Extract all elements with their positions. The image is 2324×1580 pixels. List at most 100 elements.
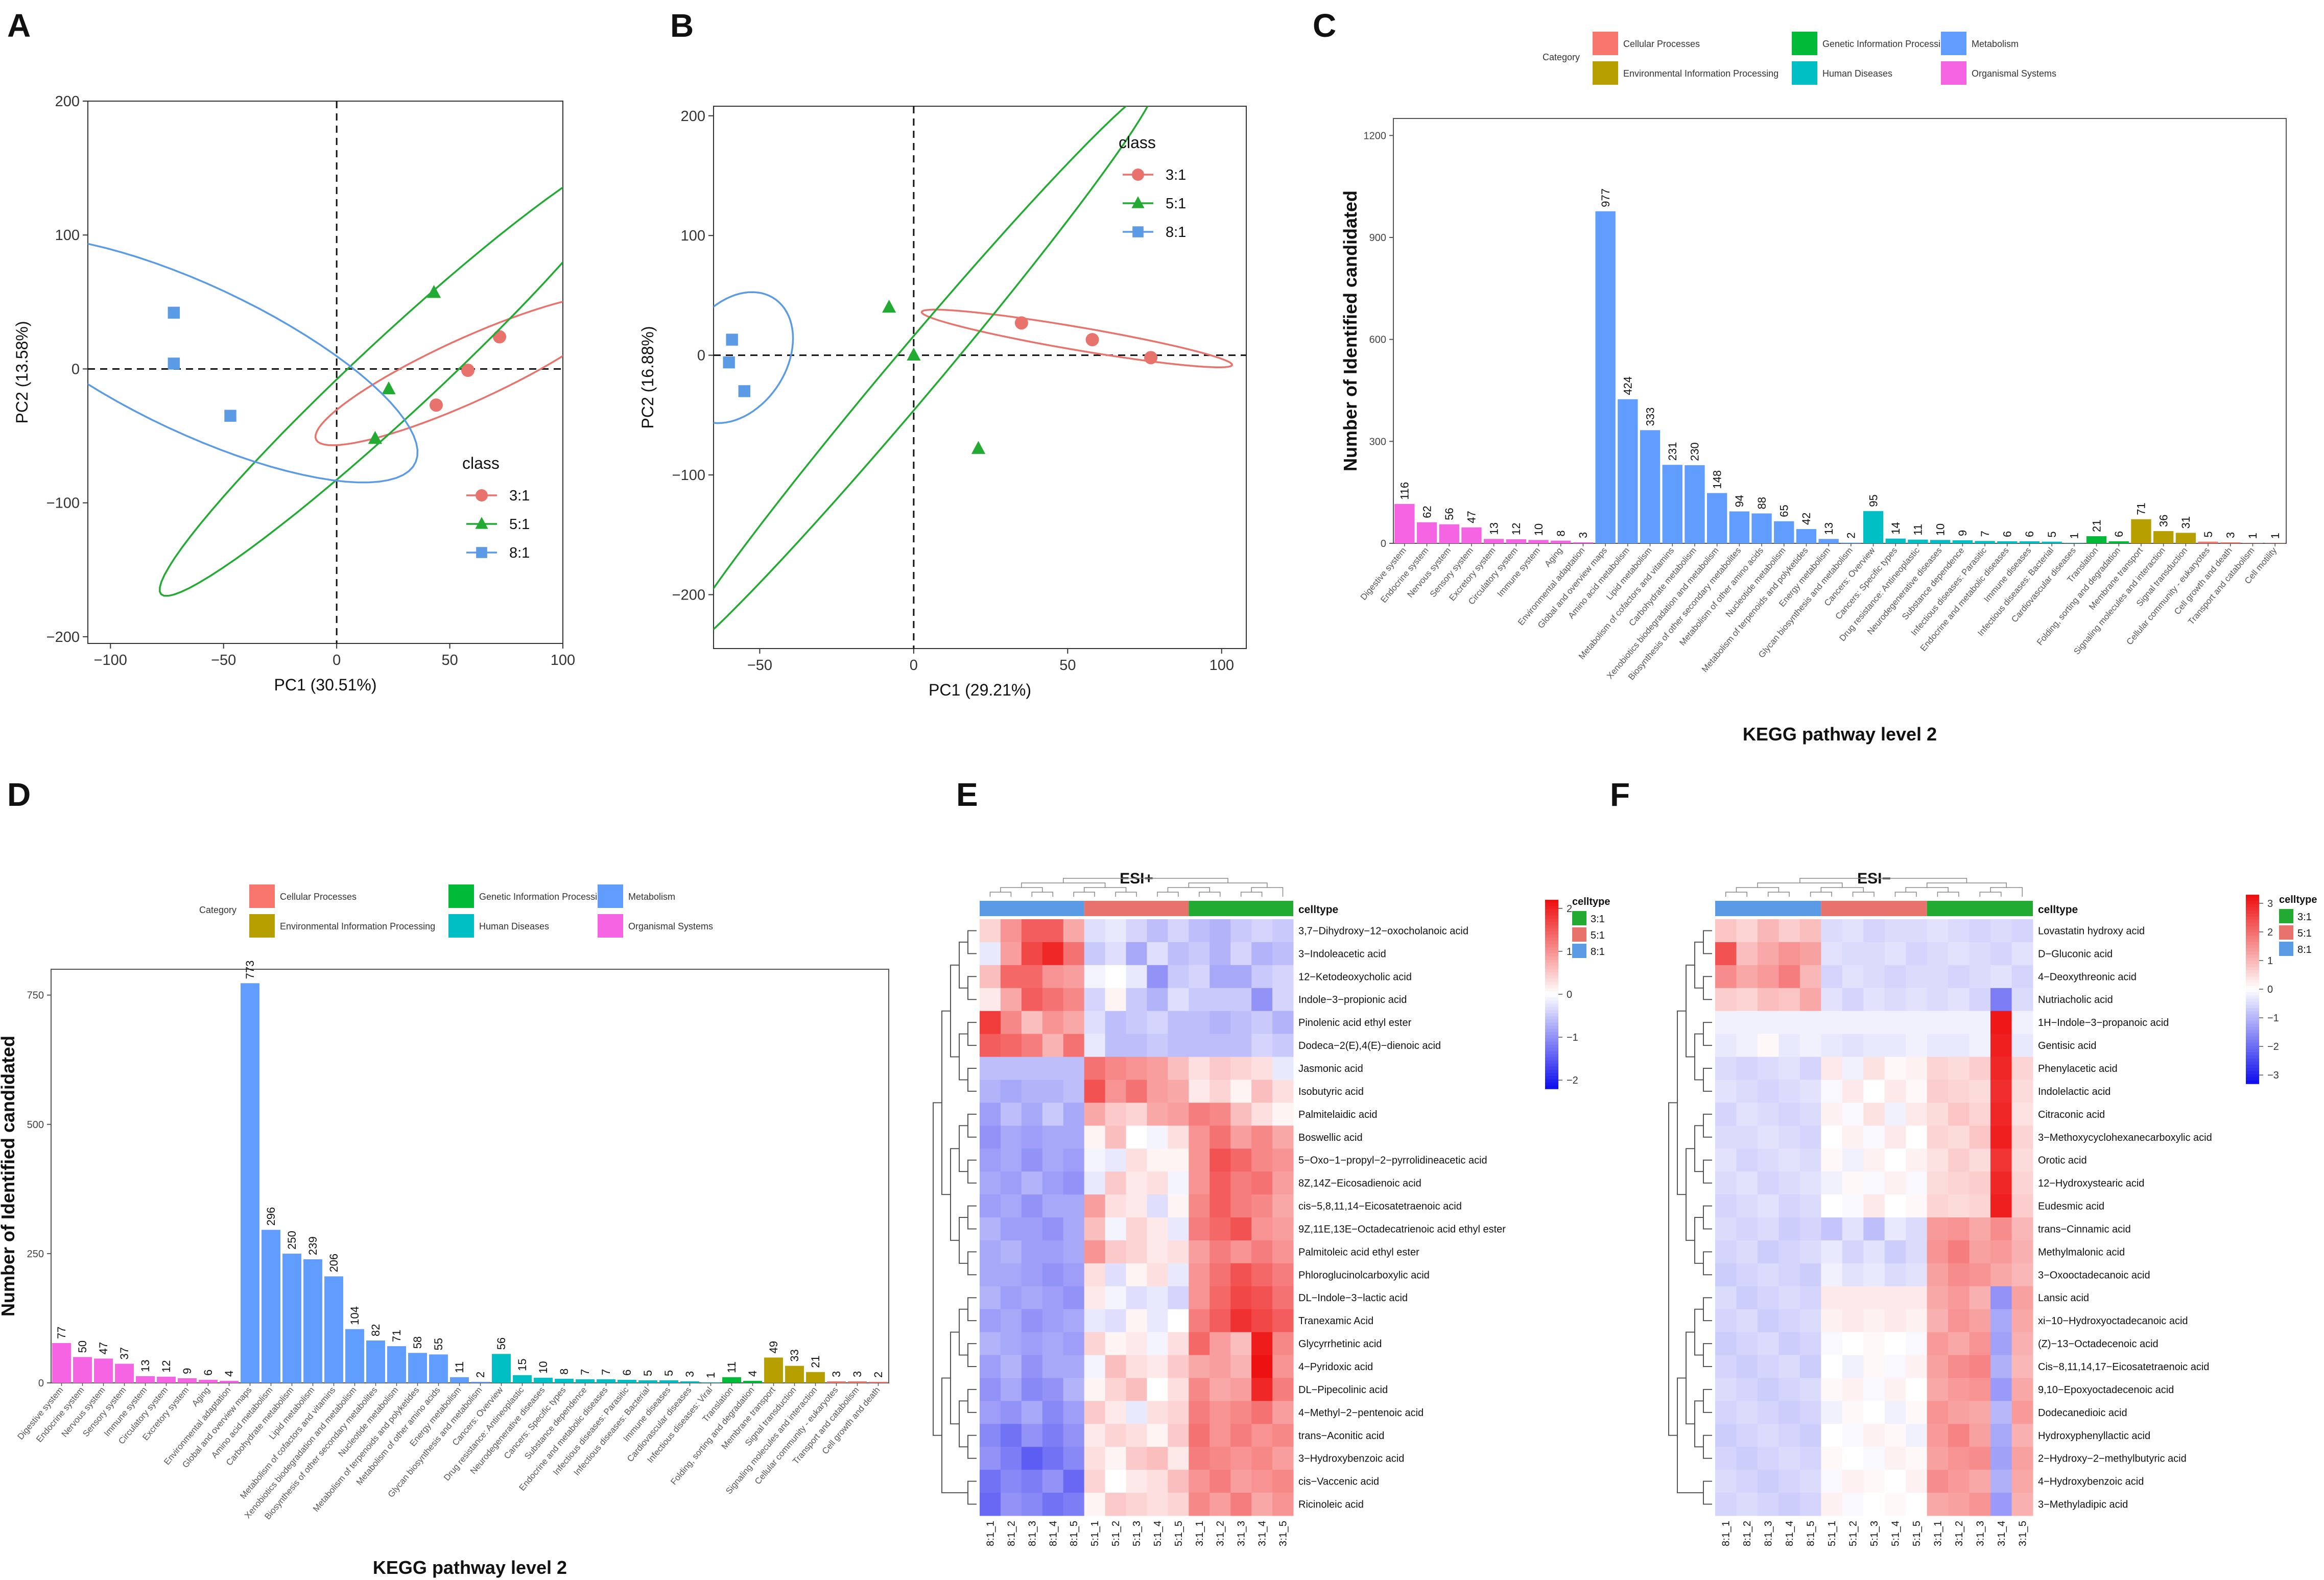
bar [2019, 541, 2040, 543]
heatmap-cell [1927, 1424, 1949, 1447]
column-label: 5:1_1 [1089, 1521, 1101, 1546]
row-label: 4−Methyl−2−pentenoic acid [1298, 1407, 1424, 1419]
heatmap-cell [980, 1194, 1001, 1218]
column-label: 8:1_5 [1806, 1521, 1817, 1546]
heatmap-cell [1210, 1493, 1231, 1516]
row-dendrogram [1668, 930, 1712, 1505]
heatmap-cell [1884, 1309, 1906, 1333]
bar [806, 1372, 825, 1383]
data-point [1014, 316, 1028, 330]
heatmap-cell [1147, 988, 1168, 1012]
heatmap-cell [1230, 1011, 1252, 1035]
heatmap-cell [1863, 1286, 1885, 1310]
heatmap-cell [1715, 1309, 1737, 1333]
heatmap-cell [1126, 1447, 1147, 1470]
legend-swatch [1792, 61, 1817, 85]
dendrogram-branch [1820, 887, 1864, 892]
heatmap-cell [1821, 1470, 1843, 1493]
heatmap-cell [1168, 1470, 1189, 1493]
heatmap-cell [1799, 1470, 1821, 1493]
bar [1551, 540, 1571, 543]
heatmap-cell [1778, 1217, 1800, 1241]
heatmap-cell [1105, 1447, 1127, 1470]
heatmap-cell [1084, 1309, 1106, 1333]
color-scale: 3 2 1 0 −1 −2 −3 [2246, 895, 2279, 1084]
bar-value-label: 77 [55, 1327, 68, 1339]
heatmap-cell [1042, 1034, 1064, 1058]
heatmap-cell [980, 965, 1001, 989]
column-label: 8:1_3 [1763, 1521, 1774, 1546]
heatmap-cell [1948, 1263, 1970, 1287]
heatmap-cell [1189, 988, 1210, 1012]
heatmap-cell [1272, 1126, 1294, 1149]
dendrogram-branch [1157, 892, 1179, 897]
heatmap-cell [1272, 1424, 1294, 1447]
heatmap-cell [1884, 965, 1906, 989]
heatmap-cell [1842, 1424, 1864, 1447]
heatmap-cell [1715, 1080, 1737, 1103]
heatmap-cell [1251, 1057, 1273, 1080]
dendrogram-branch [1694, 941, 1703, 989]
scale-step [2246, 907, 2259, 911]
heatmap-cell [1168, 1240, 1189, 1264]
heatmap-cell [1147, 1011, 1168, 1035]
heatmap-cell [1948, 1171, 1970, 1195]
heatmap-cell [1821, 1011, 1843, 1035]
heatmap-cell [1105, 919, 1127, 943]
heatmap-cell [1168, 1263, 1189, 1287]
scale-step [2246, 1017, 2259, 1021]
bar [2131, 519, 2151, 543]
heatmap-cell [1821, 1171, 1843, 1195]
scale-step [1545, 909, 1558, 913]
legend-swatch [448, 884, 474, 908]
row-label: Lovastatin hydroxy acid [2038, 925, 2145, 937]
heatmap-cell [1778, 988, 1800, 1012]
legend-label: 3:1 [1166, 167, 1186, 183]
heatmap-cell [1084, 1148, 1106, 1172]
heatmap-cell [1778, 942, 1800, 966]
heatmap-cell [1084, 1171, 1106, 1195]
heatmap-cell [1884, 1286, 1906, 1310]
heatmap-cell [1084, 1126, 1106, 1149]
heatmap-cell [1948, 1011, 1970, 1035]
bar-value-label: 424 [1622, 376, 1634, 395]
scale-step [1545, 1007, 1558, 1011]
heatmap-cell [1272, 1171, 1294, 1195]
heatmap-cell [2011, 1332, 2033, 1356]
heatmap-cell [1084, 919, 1106, 943]
heatmap-cell [1821, 1401, 1843, 1424]
heatmap-cell [1147, 1057, 1168, 1080]
scale-step [1545, 966, 1558, 970]
dendrogram-branch [959, 1033, 968, 1081]
scale-step [2246, 1071, 2259, 1075]
dendrogram-branch [959, 1308, 968, 1356]
heatmap-cell [1210, 965, 1231, 989]
heatmap-cell [1230, 1424, 1252, 1447]
heatmap-cell [1842, 988, 1864, 1012]
heatmap-cell [1842, 1080, 1864, 1103]
heatmap-cell [1189, 942, 1210, 966]
heatmap-cell [2011, 1148, 2033, 1172]
heatmap-cell [1736, 1470, 1758, 1493]
data-point [382, 381, 396, 395]
bar-value-label: 13 [1487, 522, 1500, 535]
heatmap-cell [1168, 1171, 1189, 1195]
bar-value-label: 13 [1822, 522, 1835, 535]
scale-step [1545, 981, 1558, 986]
panel-label-B: B [670, 7, 694, 44]
row-label: Pinolenic acid ethyl ester [1298, 1017, 1412, 1028]
scale-step [1545, 931, 1558, 935]
row-label: trans−Cinnamic acid [2038, 1224, 2131, 1235]
panel-label-C: C [1313, 7, 1336, 44]
dendrogram-branch [967, 976, 977, 1000]
heatmap-cell [1147, 1355, 1168, 1378]
bar-value-label: 5 [662, 1370, 675, 1376]
heatmap-cell [1063, 1332, 1085, 1356]
heatmap-cell [1272, 1493, 1294, 1516]
row-label: Hydroxyphenyllactic acid [2038, 1430, 2150, 1442]
heatmap-cell [1021, 1126, 1043, 1149]
heatmap-cell [1757, 1126, 1779, 1149]
row-label: Cis−8,11,14,17−Eicosatetraenoic acid [2038, 1361, 2209, 1373]
heatmap-cell [1063, 1217, 1085, 1241]
row-labels: Lovastatin hydroxy acid D−Gluconic acid 4−… [2038, 925, 2212, 1510]
